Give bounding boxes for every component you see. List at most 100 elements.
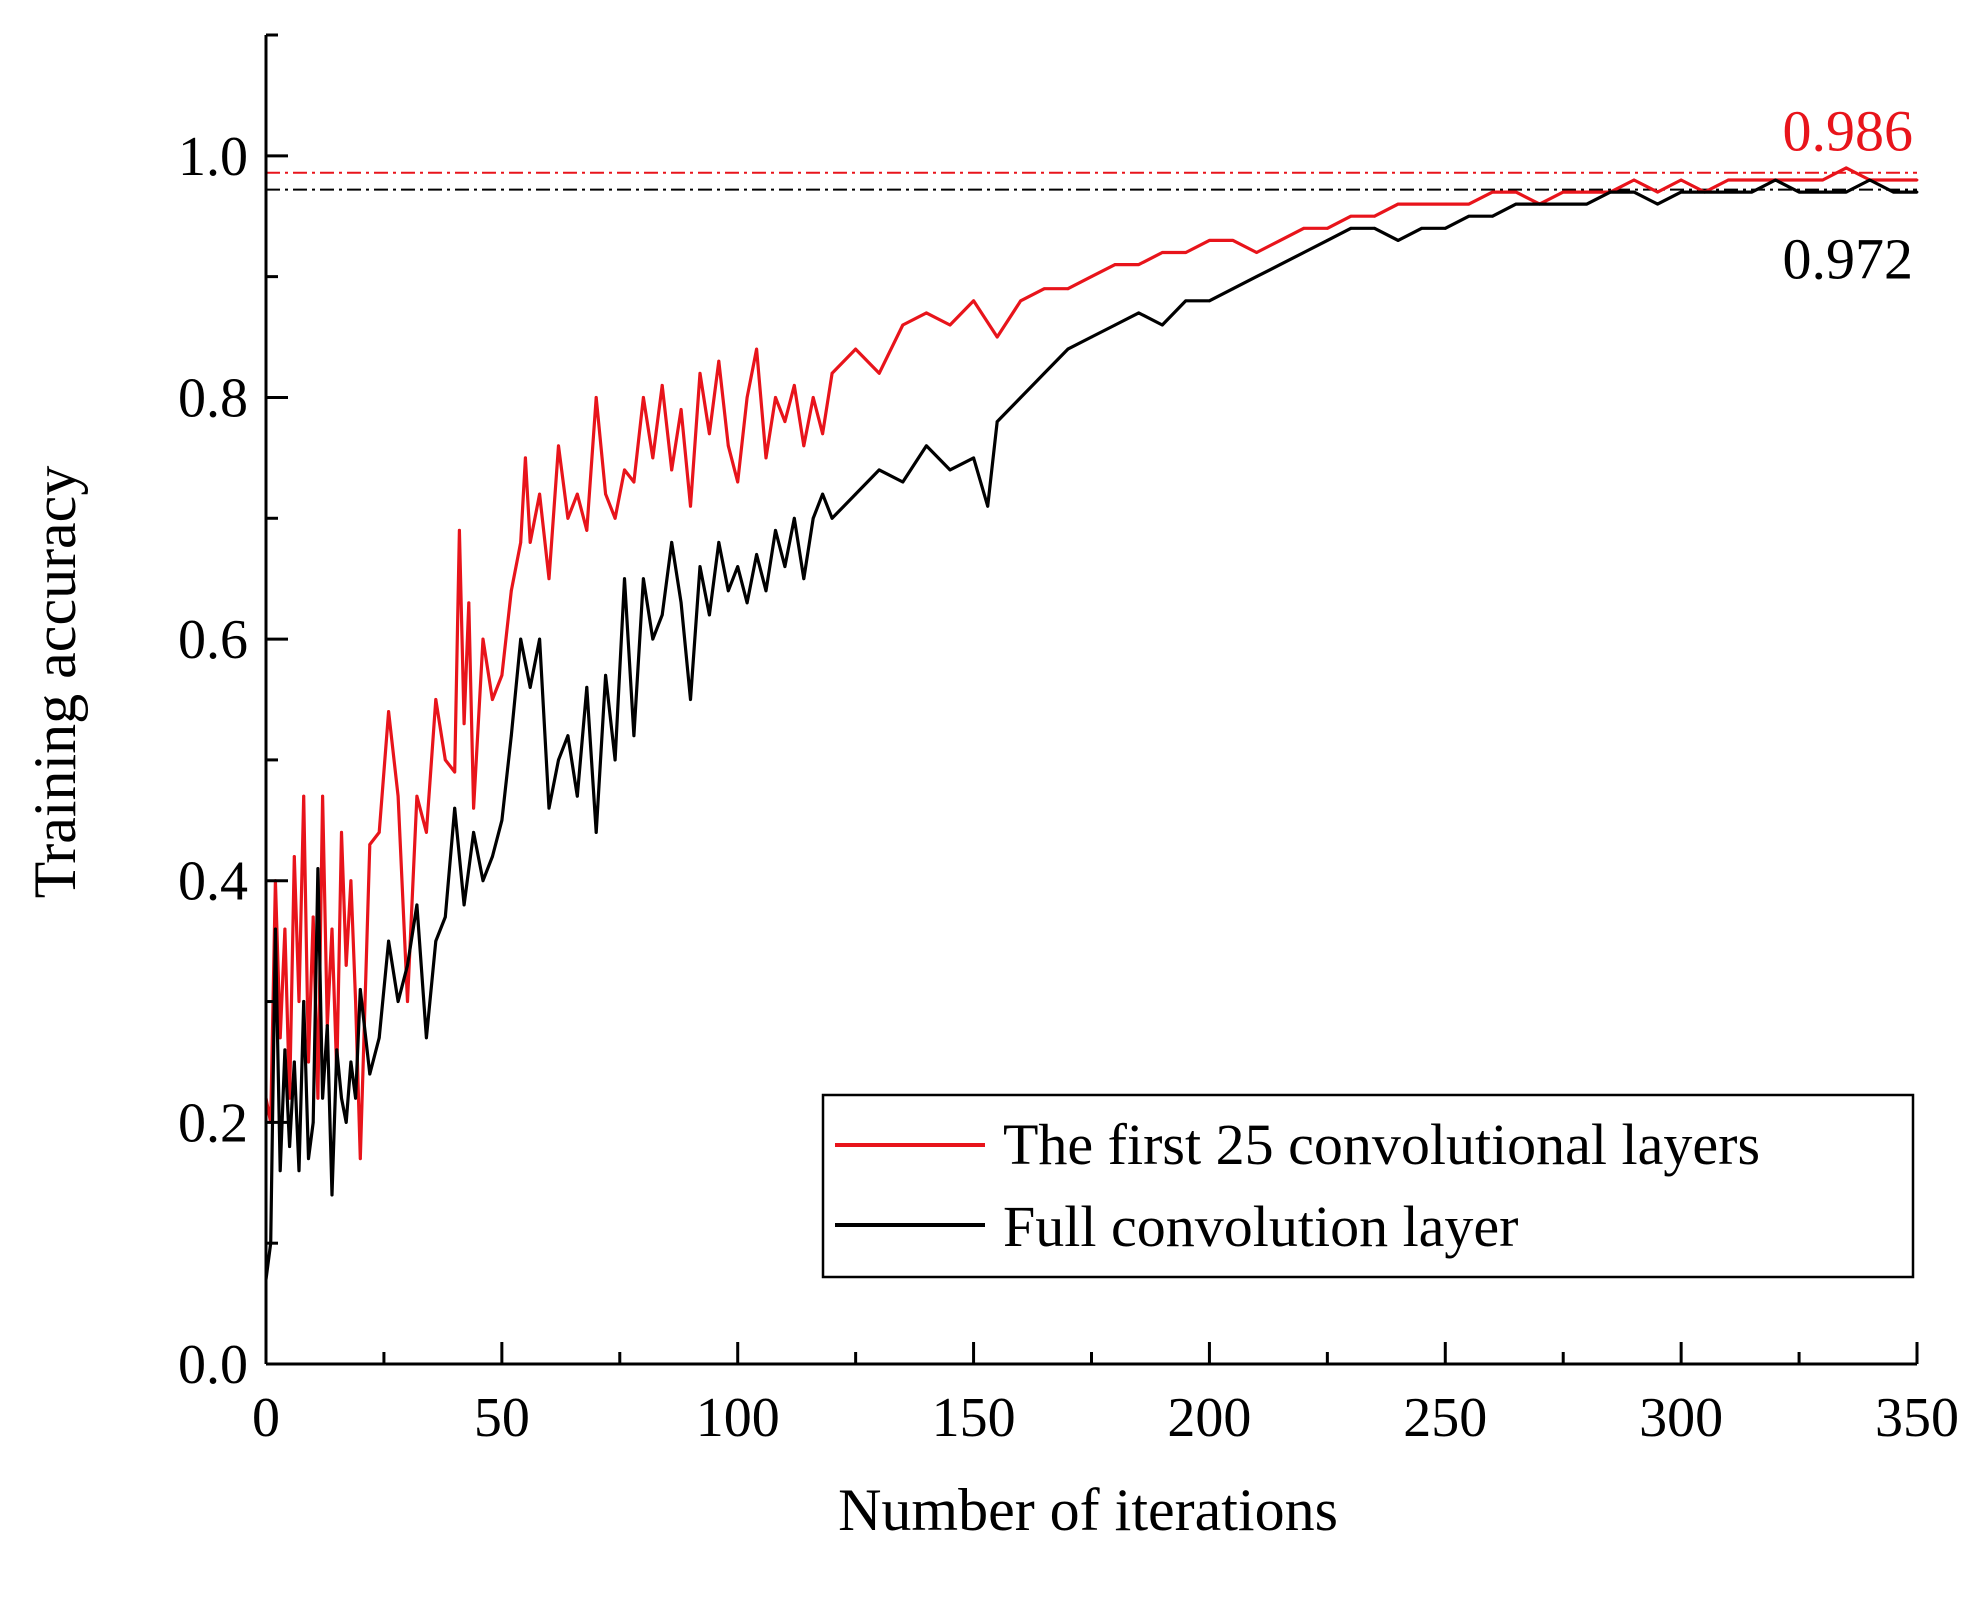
data-point	[283, 927, 287, 931]
series-line-1	[264, 178, 1917, 1280]
y-ticks: 0.0 0.2 0.4 0.6 0.8 1.0	[178, 33, 288, 1396]
y-tick-label: 1.0	[178, 126, 248, 188]
data-point	[1113, 323, 1117, 327]
data-point	[901, 323, 905, 327]
data-point	[340, 831, 343, 834]
data-point	[604, 492, 608, 496]
data-point	[1561, 202, 1565, 206]
y-tick-label: 0.6	[178, 609, 248, 671]
data-point	[736, 565, 740, 568]
data-point	[755, 347, 758, 351]
data-point	[594, 831, 598, 834]
data-point	[972, 299, 975, 303]
x-ticks: 0 50 100 150 200 250 300 350	[252, 1342, 1959, 1449]
reference-label-0.972: 0.972	[1783, 227, 1914, 292]
data-point	[1090, 335, 1093, 339]
data-point	[1231, 287, 1235, 291]
data-point	[585, 686, 589, 689]
data-point	[1703, 190, 1707, 194]
legend-label-first-25-layers: The first 25 convolutional layers	[1003, 1112, 1760, 1177]
data-point	[802, 444, 806, 448]
data-point	[745, 396, 749, 399]
x-axis-title: Number of iterations	[838, 1477, 1338, 1543]
data-point	[774, 396, 777, 399]
data-point	[679, 408, 683, 411]
data-point	[1420, 202, 1424, 206]
data-point	[1373, 214, 1376, 218]
data-point	[670, 541, 674, 544]
data-point	[1420, 226, 1424, 230]
data-point	[443, 758, 447, 762]
data-point	[283, 1048, 287, 1052]
data-point	[354, 1000, 358, 1003]
data-point	[1892, 178, 1895, 182]
data-point	[453, 770, 457, 774]
data-point	[547, 806, 551, 810]
data-point	[1679, 178, 1683, 182]
data-point	[274, 927, 277, 931]
data-point	[566, 516, 570, 520]
data-point	[708, 613, 711, 617]
x-tick-label: 100	[696, 1387, 780, 1449]
reference-labels: 0.986 0.972	[1783, 99, 1914, 292]
data-point	[1585, 202, 1589, 206]
data-point	[1396, 238, 1400, 242]
data-point	[623, 577, 626, 581]
data-point	[519, 637, 523, 641]
data-point	[660, 383, 664, 387]
data-point	[491, 698, 494, 701]
data-point	[1396, 202, 1400, 206]
data-point	[641, 396, 645, 399]
data-point	[948, 323, 952, 327]
data-point	[458, 528, 461, 532]
data-point	[717, 359, 721, 363]
data-point	[528, 541, 532, 544]
data-point	[1821, 178, 1825, 182]
data-point	[335, 1048, 339, 1052]
data-point	[1844, 166, 1848, 170]
data-point	[547, 577, 551, 581]
data-point	[321, 1096, 325, 1100]
data-point	[406, 963, 409, 967]
data-point	[396, 794, 400, 798]
series-0	[264, 166, 1919, 1161]
series-1	[264, 178, 1919, 1281]
data-point	[1443, 202, 1447, 206]
data-point	[302, 794, 306, 798]
data-point	[1726, 178, 1730, 182]
data-point	[349, 879, 353, 883]
data-point	[995, 335, 999, 339]
data-point	[1750, 190, 1754, 194]
data-point	[415, 903, 419, 907]
data-point	[292, 1060, 296, 1064]
data-point	[877, 468, 881, 472]
data-point	[1137, 263, 1141, 266]
data-point	[792, 516, 796, 520]
data-point	[1632, 178, 1636, 182]
data-point	[1514, 202, 1518, 206]
data-point	[1278, 238, 1282, 242]
data-point	[1915, 190, 1919, 194]
data-point	[358, 988, 362, 991]
data-point	[854, 492, 858, 496]
data-point	[575, 794, 579, 798]
data-point	[434, 698, 438, 701]
y-tick-label: 0.8	[178, 367, 248, 429]
data-point	[792, 383, 796, 387]
data-point	[1019, 299, 1023, 303]
data-point	[340, 1096, 343, 1100]
data-point	[698, 565, 702, 568]
data-point	[481, 637, 485, 641]
data-point	[509, 589, 513, 593]
data-point	[764, 589, 768, 593]
data-point	[307, 1157, 310, 1161]
data-point	[1726, 190, 1730, 194]
data-point	[764, 456, 768, 460]
data-point	[689, 504, 692, 508]
data-point	[509, 734, 513, 738]
data-point	[1349, 214, 1353, 218]
data-point	[500, 818, 504, 822]
data-point	[1019, 396, 1023, 399]
data-point	[1113, 263, 1117, 266]
